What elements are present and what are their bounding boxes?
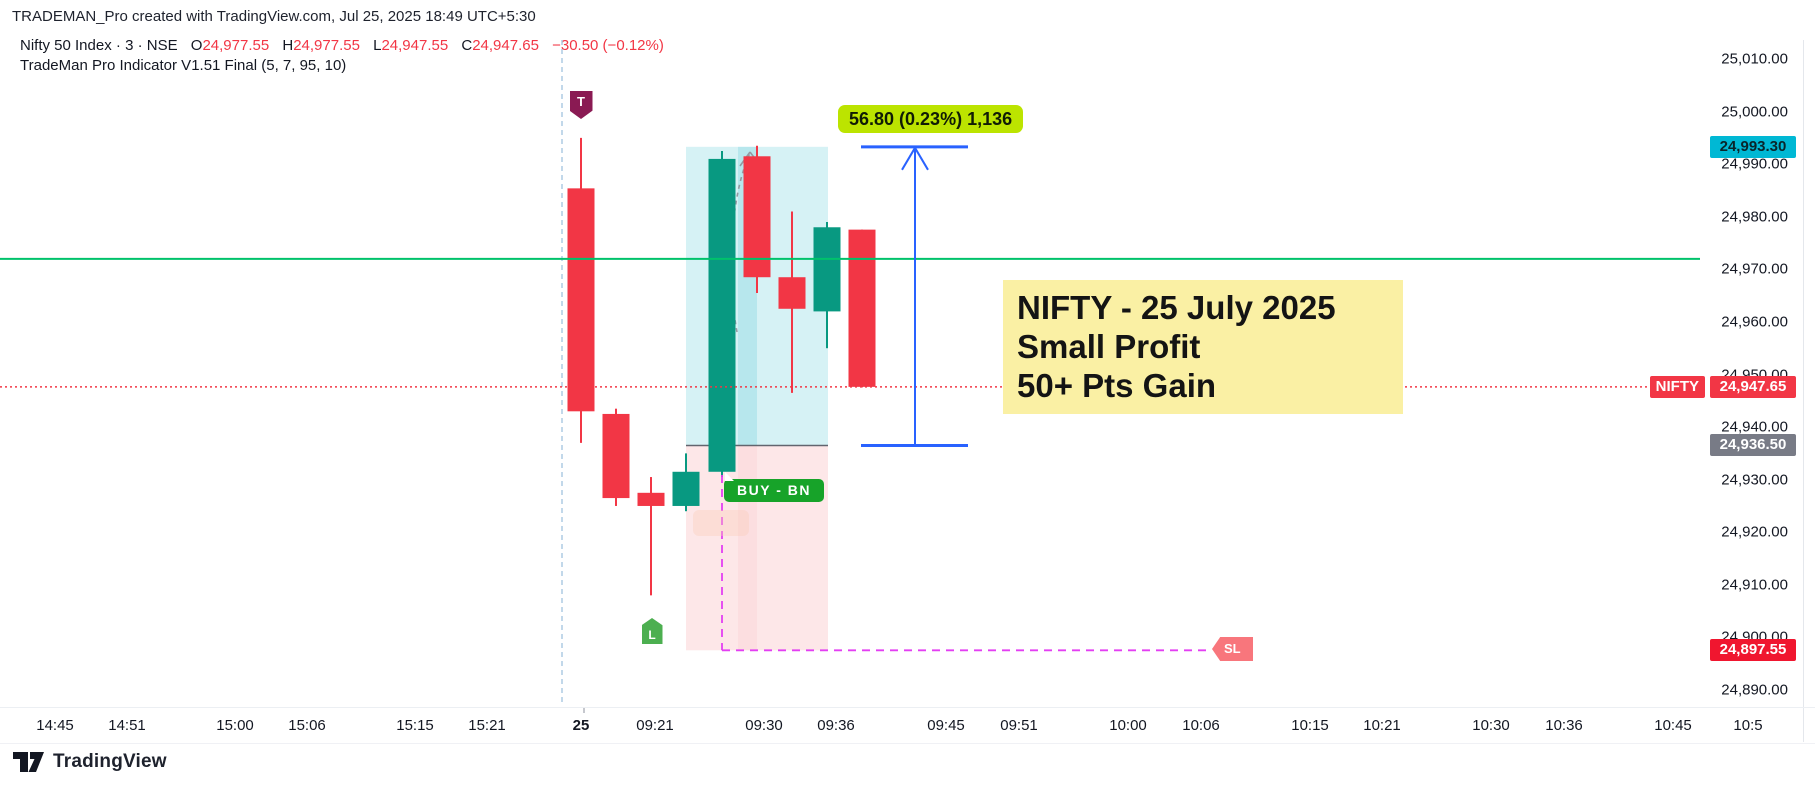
- measure-arrowhead: [914, 147, 929, 171]
- time-tick-label: 10:00: [1109, 717, 1147, 734]
- watermark-text: TRADEMAN_Pro created with TradingView.co…: [12, 8, 536, 25]
- candle-down: [602, 413, 630, 499]
- candle-up: [672, 471, 700, 506]
- tradingview-logo-icon: [13, 752, 44, 772]
- price-tick-label: 24,980.00: [1721, 208, 1788, 226]
- trade-note-box[interactable]: NIFTY - 25 July 2025 Small Profit 50+ Pt…: [1003, 280, 1403, 414]
- note-line-1: NIFTY - 25 July 2025: [1017, 289, 1336, 326]
- price-axis-badge: 24,947.65: [1710, 375, 1796, 398]
- buy-signal-text: BUY - BN: [737, 482, 811, 498]
- price-axis-badge: 24,993.30: [1710, 135, 1796, 158]
- price-tick-label: 24,990.00: [1721, 155, 1788, 173]
- tradingview-logo[interactable]: TradingView: [13, 751, 167, 773]
- symbol-name: Nifty 50 Index: [20, 37, 112, 54]
- ohlc-close: C24,947.65: [461, 37, 539, 54]
- time-tick-label: 14:51: [108, 717, 146, 734]
- note-line-2: Small Profit: [1017, 328, 1201, 365]
- time-tick-label: 15:21: [468, 717, 506, 734]
- faded-signal-label: [693, 510, 749, 536]
- time-tick-label: 09:51: [1000, 717, 1038, 734]
- measure-result-label[interactable]: 56.80 (0.23%) 1,136: [838, 105, 1024, 133]
- time-tick-label: 10:45: [1654, 717, 1692, 734]
- price-tick-label: 24,940.00: [1721, 418, 1788, 436]
- candle-up: [708, 158, 736, 472]
- candle-up: [813, 227, 841, 312]
- time-tick-label: 09:30: [745, 717, 783, 734]
- stoploss-tag-text: SL: [1224, 641, 1241, 656]
- price-tick-label: 25,010.00: [1721, 50, 1788, 68]
- candle-down: [778, 277, 806, 309]
- time-tick-label: 10:36: [1545, 717, 1583, 734]
- ohlc-high: H24,977.55: [282, 37, 360, 54]
- symbol-axis-badge: NIFTY: [1649, 375, 1705, 398]
- legend-separator2: ·: [137, 37, 143, 54]
- candle-down: [567, 188, 595, 412]
- price-tick-label: 25,000.00: [1721, 103, 1788, 121]
- price-axis-badge: 24,897.55: [1710, 639, 1796, 662]
- price-tick-label: 24,970.00: [1721, 260, 1788, 278]
- risk-zone-overlap: [738, 445, 757, 651]
- candle-down: [743, 156, 771, 278]
- time-tick-label: 10:15: [1291, 717, 1329, 734]
- indicator-legend[interactable]: TradeMan Pro Indicator V1.51 Final (5, 7…: [20, 57, 347, 74]
- change-value: −30.50 (−0.12%): [552, 37, 664, 54]
- low-marker[interactable]: L: [641, 618, 663, 644]
- note-line-3: 50+ Pts Gain: [1017, 367, 1217, 404]
- time-tick-label: 10:06: [1182, 717, 1220, 734]
- exchange-name: NSE: [146, 37, 178, 54]
- trade-start-marker[interactable]: T: [569, 91, 593, 119]
- price-tick-label: 24,910.00: [1721, 576, 1788, 594]
- l-marker-label: L: [648, 628, 656, 642]
- price-tick-label: 24,890.00: [1721, 681, 1788, 699]
- price-axis-border: [1803, 40, 1804, 742]
- legend-separator: ·: [115, 37, 121, 54]
- price-tick-label: 24,960.00: [1721, 313, 1788, 331]
- symbol-legend[interactable]: Nifty 50 Index · 3 · NSE O24,977.55 H24,…: [20, 37, 664, 54]
- time-tick-label: 10:21: [1363, 717, 1401, 734]
- price-axis-badge: 24,936.50: [1710, 434, 1796, 457]
- candle-down: [637, 492, 665, 506]
- time-tick-label: 09:36: [817, 717, 855, 734]
- t-marker-label: T: [577, 94, 585, 109]
- tradingview-logo-text: TradingView: [53, 751, 167, 772]
- time-axis-border: [0, 707, 1815, 708]
- time-tick-label: 15:06: [288, 717, 326, 734]
- ohlc-low: L24,947.55: [373, 37, 449, 54]
- price-tick-label: 24,930.00: [1721, 471, 1788, 489]
- measure-arrowhead: [901, 147, 916, 171]
- time-tick-label: 15:00: [216, 717, 254, 734]
- time-tick-label: 10:30: [1472, 717, 1510, 734]
- axis-footer-border: [0, 743, 1815, 744]
- candle-down: [848, 229, 876, 387]
- buy-signal-label[interactable]: BUY - BN: [724, 472, 824, 502]
- date-tick-label: 25: [572, 717, 590, 734]
- time-tick-label: 15:15: [396, 717, 434, 734]
- time-tick-label: 10:5: [1733, 717, 1763, 734]
- time-tick-label: 14:45: [36, 717, 74, 734]
- measure-result-text: 56.80 (0.23%) 1,136: [849, 109, 1013, 129]
- ohlc-open: O24,977.55: [190, 37, 270, 54]
- stoploss-tag[interactable]: SL: [1212, 637, 1253, 661]
- price-tick-label: 24,920.00: [1721, 523, 1788, 541]
- time-tick-label: 09:21: [636, 717, 674, 734]
- time-tick-label: 09:45: [927, 717, 965, 734]
- interval-value: 3: [125, 37, 134, 54]
